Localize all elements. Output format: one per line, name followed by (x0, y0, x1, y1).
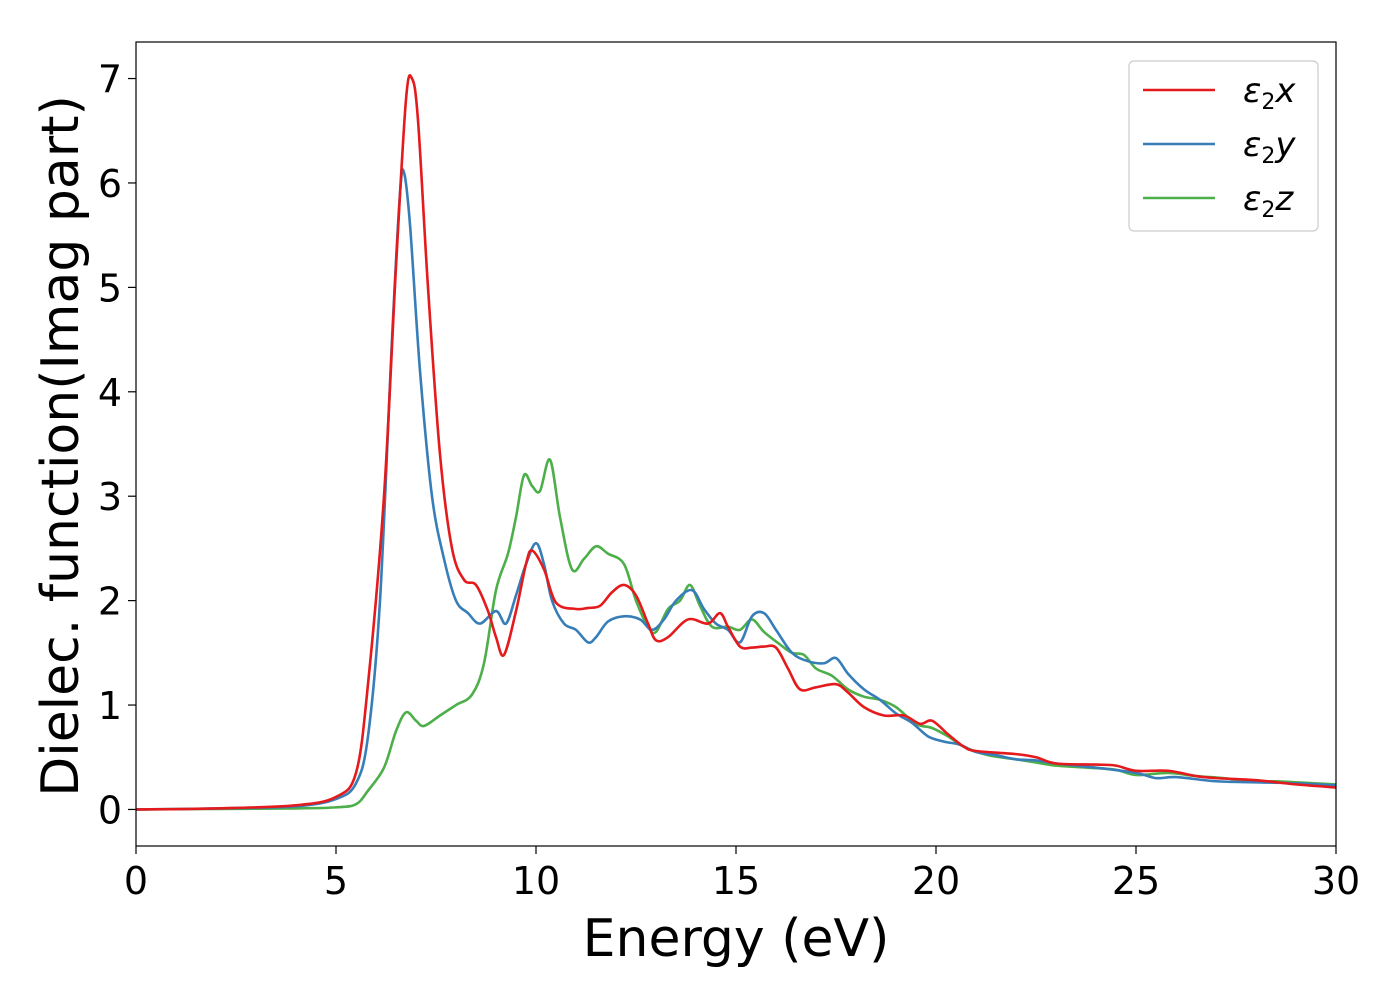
x-tick-label: 0 (124, 859, 148, 903)
legend-label-y: ε2y (1243, 125, 1296, 169)
series-line-x (136, 74, 1336, 811)
x-tick-label: 10 (512, 859, 560, 903)
y-tick-label: 0 (98, 788, 122, 832)
series-line-z (136, 458, 1336, 811)
legend-label-x: ε2x (1243, 71, 1296, 115)
y-axis: 0 1 2 3 4 5 6 7 (98, 58, 136, 832)
y-tick-label: 2 (98, 580, 122, 624)
legend: ε2x ε2y ε2z (1128, 60, 1319, 232)
x-axis: 0 5 10 15 20 25 30 (124, 846, 1360, 903)
series-layer (136, 74, 1336, 811)
y-tick-label: 1 (98, 684, 122, 728)
series-line-y (136, 168, 1336, 811)
x-tick-label: 15 (712, 859, 760, 903)
x-tick-label: 20 (912, 859, 960, 903)
x-axis-title: Energy (eV) (583, 909, 890, 969)
y-axis-title: Dielec. function(Imag part) (31, 95, 91, 797)
x-tick-label: 5 (324, 859, 348, 903)
x-tick-label: 25 (1112, 859, 1160, 903)
x-tick-label: 30 (1312, 859, 1360, 903)
legend-label-z: ε2z (1243, 179, 1294, 223)
y-tick-label: 6 (98, 162, 122, 206)
y-tick-label: 3 (98, 475, 122, 519)
y-tick-label: 4 (98, 371, 122, 415)
legend-box (1128, 60, 1319, 232)
y-tick-label: 7 (98, 58, 122, 102)
y-tick-label: 5 (98, 266, 122, 310)
